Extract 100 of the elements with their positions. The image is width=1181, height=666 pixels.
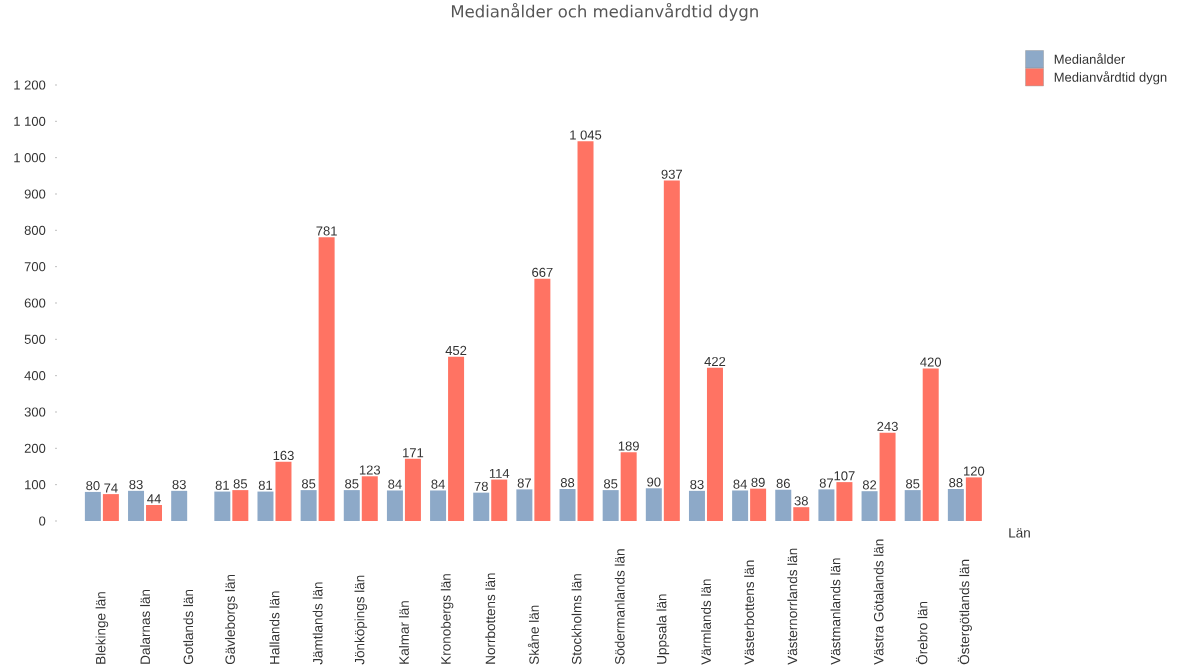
bar xyxy=(491,479,508,521)
bar xyxy=(577,141,594,521)
data-label: 89 xyxy=(751,477,765,487)
bar xyxy=(146,505,163,521)
x-tick-label: Uppsala län xyxy=(656,594,670,664)
x-tick-label: Blekinge län xyxy=(95,592,109,664)
bar xyxy=(404,458,421,521)
x-axis-title: Län xyxy=(1009,528,1030,538)
bar xyxy=(775,489,792,521)
bar xyxy=(128,490,145,521)
bar xyxy=(516,489,533,521)
x-tick-label: Västmanlands län xyxy=(830,558,841,665)
bar xyxy=(861,491,878,521)
data-label: 243 xyxy=(877,421,898,431)
bar xyxy=(965,477,982,521)
x-tick-label: Jämtlands län xyxy=(312,582,323,665)
data-label: 88 xyxy=(949,478,963,488)
data-label: 90 xyxy=(647,477,661,487)
bar xyxy=(232,490,249,521)
data-label: 189 xyxy=(618,441,639,451)
x-tick-label: Dalarnas län xyxy=(140,589,150,664)
y-tick-label: 700 xyxy=(24,262,46,272)
x-tick-label: Södermanlands län xyxy=(614,549,625,665)
y-tick-label: 200 xyxy=(24,443,46,453)
bar xyxy=(706,367,723,521)
data-label: 422 xyxy=(704,356,726,366)
data-label: 420 xyxy=(920,357,942,367)
data-label: 86 xyxy=(776,478,790,489)
y-tick-label: 1 100 xyxy=(14,116,46,126)
data-label: 937 xyxy=(661,169,682,179)
data-label: 87 xyxy=(819,478,833,488)
x-tick-label: Kalmar län xyxy=(398,601,409,664)
bar xyxy=(879,432,896,521)
y-tick-label: 100 xyxy=(25,480,46,490)
data-label: 84 xyxy=(733,479,747,489)
data-label: 83 xyxy=(690,479,704,490)
x-tick-label: Värmlands län xyxy=(701,579,711,665)
y-tick-label: 1 200 xyxy=(14,80,46,90)
bar xyxy=(84,491,101,521)
data-label: 163 xyxy=(273,450,294,461)
x-tick-label: Norrbottens län xyxy=(485,573,496,664)
data-label: 87 xyxy=(517,478,531,488)
data-label: 85 xyxy=(906,479,920,489)
legend-label: Medianålder xyxy=(1054,53,1126,64)
y-tick-label: 300 xyxy=(24,407,46,417)
bar xyxy=(645,488,662,521)
data-label: 83 xyxy=(129,479,143,490)
y-tick-label: 600 xyxy=(24,298,46,308)
data-label: 85 xyxy=(233,479,248,489)
x-tick-label: Kronobergs län xyxy=(440,574,454,664)
y-tick-label: 900 xyxy=(24,189,46,199)
bar xyxy=(688,490,705,521)
bar xyxy=(732,490,749,521)
bar xyxy=(318,237,335,521)
x-tick-label: Västra Götalands län xyxy=(873,539,884,665)
x-tick-label: Skåne län xyxy=(527,605,539,665)
bar xyxy=(922,368,939,521)
data-label: 74 xyxy=(104,483,118,493)
data-label: 81 xyxy=(215,480,229,490)
data-label: 80 xyxy=(86,481,100,491)
data-label: 107 xyxy=(834,471,855,481)
bar xyxy=(620,452,637,521)
data-label: 81 xyxy=(258,480,273,490)
bar xyxy=(448,356,465,521)
y-tick-label: 1 000 xyxy=(14,153,46,163)
y-tick-label: 500 xyxy=(24,334,46,344)
y-tick-label: 800 xyxy=(24,225,46,235)
data-label: 82 xyxy=(862,480,877,490)
data-label: 452 xyxy=(445,345,467,356)
bar xyxy=(904,490,921,521)
data-label: 78 xyxy=(474,481,488,491)
bar xyxy=(663,180,680,521)
data-label: 781 xyxy=(316,226,337,236)
data-label: 114 xyxy=(489,468,510,478)
bar xyxy=(430,490,447,521)
data-label: 38 xyxy=(794,496,808,506)
data-label: 171 xyxy=(403,448,424,458)
data-label: 88 xyxy=(560,478,575,488)
bar xyxy=(102,494,119,521)
x-tick-label: Gotlands län xyxy=(183,589,194,665)
y-tick-label: 400 xyxy=(24,371,46,381)
bar xyxy=(473,492,490,521)
bar xyxy=(793,507,810,521)
data-label: 120 xyxy=(964,466,985,476)
data-label: 123 xyxy=(359,465,381,475)
data-label: 85 xyxy=(345,479,359,489)
x-tick-label: Västerbottens län xyxy=(744,560,755,665)
data-label: 85 xyxy=(301,479,316,489)
x-tick-label: Stockholms län xyxy=(571,574,582,665)
data-label: 44 xyxy=(147,494,161,504)
bar xyxy=(602,490,619,521)
y-tick-label: 0 xyxy=(39,516,46,526)
bar xyxy=(559,489,576,521)
x-tick-label: Västernorrlands län xyxy=(787,548,798,665)
bar xyxy=(947,489,964,521)
bar xyxy=(818,489,835,521)
x-tick-label: Örebro län xyxy=(915,601,928,665)
bar xyxy=(361,476,378,521)
data-label: 83 xyxy=(172,479,186,490)
bar xyxy=(257,491,274,521)
